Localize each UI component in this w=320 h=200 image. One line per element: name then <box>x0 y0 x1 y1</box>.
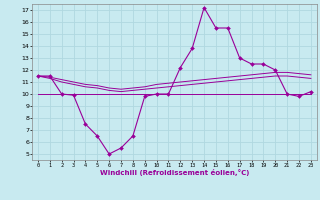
X-axis label: Windchill (Refroidissement éolien,°C): Windchill (Refroidissement éolien,°C) <box>100 169 249 176</box>
